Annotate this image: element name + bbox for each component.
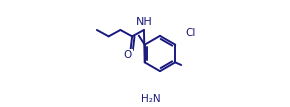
- Text: NH: NH: [135, 17, 152, 27]
- Text: H₂N: H₂N: [141, 94, 161, 104]
- Text: O: O: [124, 50, 132, 60]
- Text: Cl: Cl: [185, 28, 195, 38]
